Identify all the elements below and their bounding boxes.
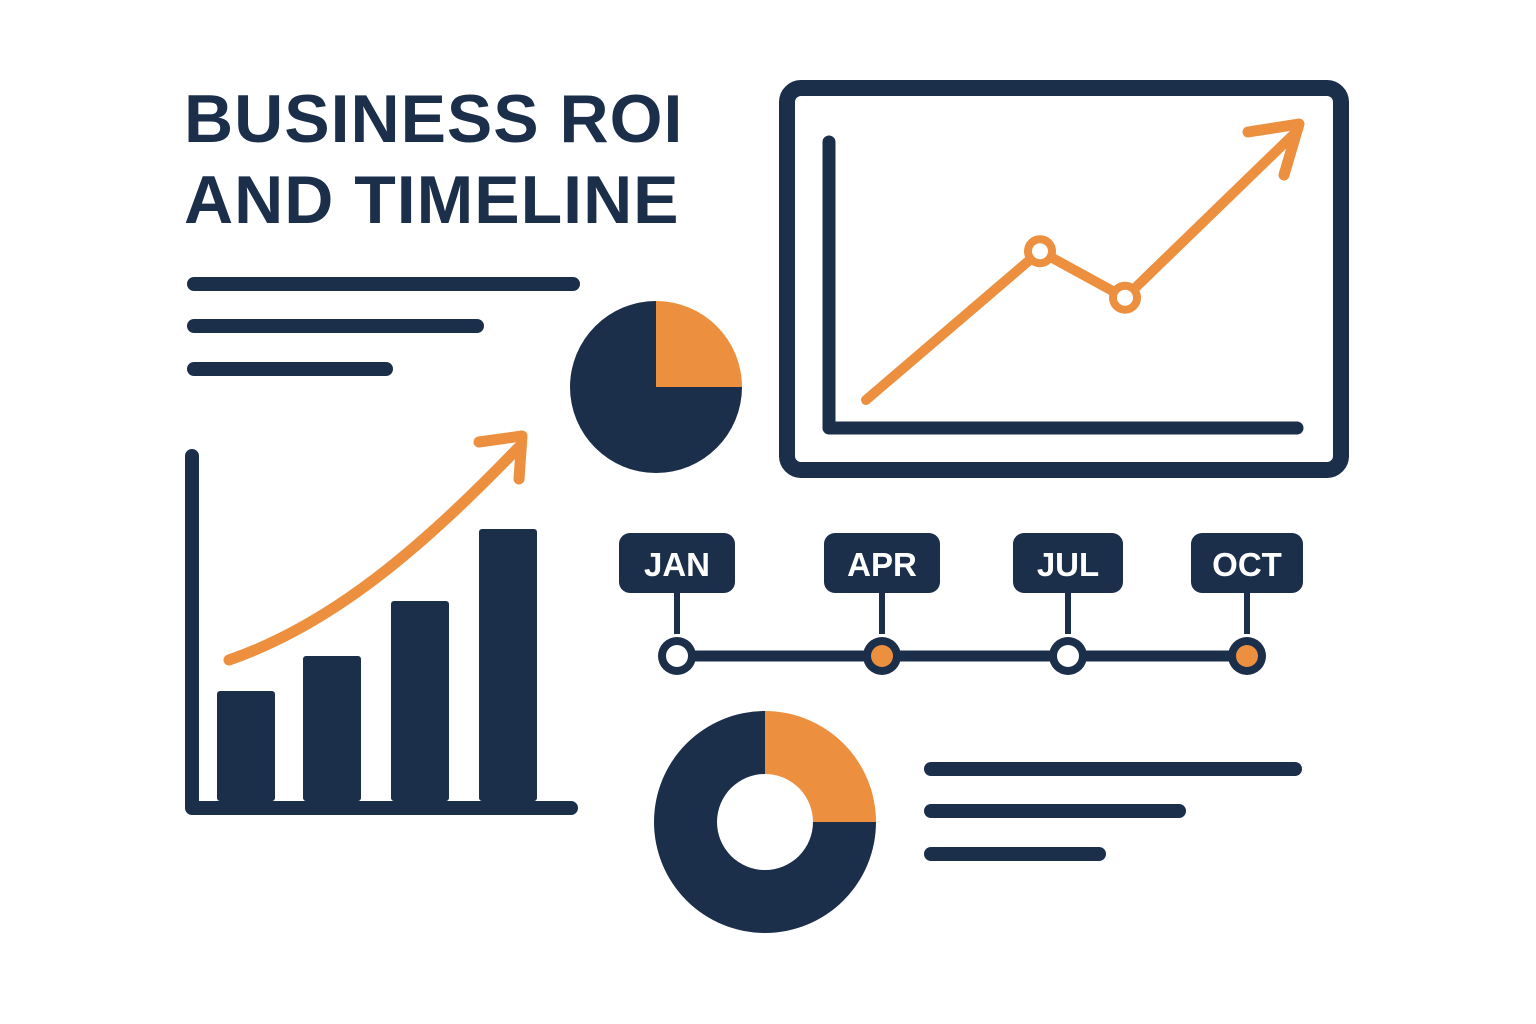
line-chart-markers <box>1024 235 1141 314</box>
pie-slice <box>570 301 742 473</box>
line-point <box>1109 281 1141 314</box>
bar-chart-axes <box>185 449 578 815</box>
bar <box>391 601 449 801</box>
title: BUSINESS ROI AND TIMELINE <box>184 81 683 238</box>
milestone-label-box <box>1191 533 1303 593</box>
line-chart-series <box>861 129 1298 405</box>
bar <box>217 691 275 801</box>
text-lines-icon <box>924 762 1302 861</box>
bar <box>303 656 361 801</box>
timeline-milestone: JUL <box>1013 533 1123 675</box>
milestone-label-box <box>824 533 940 593</box>
title-line-1: BUSINESS ROI <box>184 81 683 157</box>
donut-hole <box>717 774 813 870</box>
timeline-milestone: APR <box>824 533 940 675</box>
timeline-milestone: OCT <box>1191 533 1303 675</box>
line-chart-frame <box>779 80 1349 478</box>
line-chart-icon <box>779 80 1349 478</box>
milestone-label: JUL <box>1037 546 1099 583</box>
milestone-dot <box>1057 645 1079 667</box>
line-point <box>1024 235 1056 268</box>
bar-group <box>217 529 537 801</box>
milestone-dot <box>1236 645 1258 667</box>
timeline-milestone: JAN <box>619 533 735 675</box>
milestone-label: JAN <box>644 546 710 583</box>
bar-chart-icon <box>185 430 578 815</box>
milestone-label-box <box>1013 533 1123 593</box>
title-line-2: AND TIMELINE <box>184 162 680 238</box>
pie-chart-icon <box>570 301 742 473</box>
milestone-label: OCT <box>1212 546 1282 583</box>
pie-slice <box>656 301 742 387</box>
milestone-label-box <box>619 533 735 593</box>
bar-trend-arrow-line <box>223 442 524 666</box>
text-lines-icon <box>187 277 580 376</box>
bar <box>479 529 537 801</box>
milestone-label: APR <box>847 546 917 583</box>
timeline-icon: JAN APR JUL OCT <box>619 533 1303 675</box>
bar-trend-arrow-head <box>473 430 528 485</box>
timeline-milestones: JAN APR JUL OCT <box>619 533 1303 675</box>
milestone-dot <box>666 645 688 667</box>
donut-chart-icon <box>654 711 876 933</box>
line-chart-axes <box>822 135 1304 435</box>
line-trend-arrow-head <box>1242 118 1305 181</box>
milestone-dot <box>871 645 893 667</box>
